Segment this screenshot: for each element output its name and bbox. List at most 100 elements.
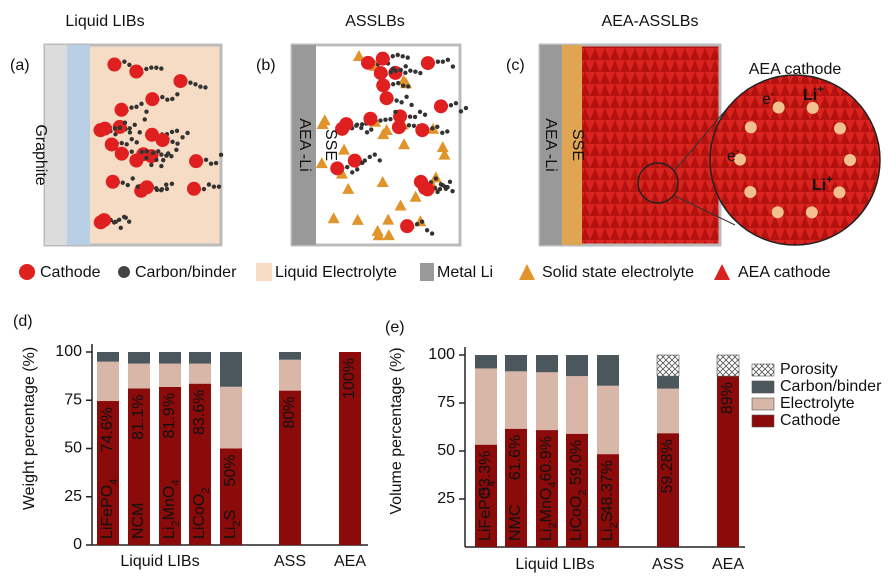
bar-name: LiFePO4	[477, 481, 498, 541]
binder-dot	[458, 109, 464, 114]
bar-segment	[657, 433, 679, 547]
cathode-particle	[433, 99, 448, 114]
legend-swatch	[751, 414, 775, 428]
bar-segment	[566, 355, 588, 377]
binder-dot	[122, 120, 128, 125]
cathode-particle	[361, 55, 376, 70]
value-label: 83.6%	[191, 390, 208, 435]
cathode-particle	[330, 161, 345, 176]
value-label: 59.0%	[568, 440, 585, 485]
binder-dot	[113, 132, 118, 137]
value-label: 59.28%	[659, 439, 676, 493]
bar-segment	[656, 354, 680, 377]
binder-dot	[372, 152, 377, 157]
legend-label: Carbon/binder	[780, 378, 882, 395]
cathode-particle	[145, 92, 160, 107]
binder-dot	[401, 83, 406, 88]
ion-site	[833, 186, 846, 199]
bar-name: Li2MnO4	[161, 479, 182, 539]
bar-name: LiCoO2	[191, 487, 212, 539]
cathode-particle	[114, 146, 129, 161]
sse-particle	[316, 117, 329, 129]
bar-segment	[159, 363, 181, 387]
sse-particle	[351, 213, 364, 225]
panel-a	[43, 43, 223, 247]
bar-segment	[566, 433, 588, 547]
binder-dot	[116, 217, 122, 223]
binder-dot	[359, 125, 364, 131]
binder-dot	[407, 114, 413, 119]
binder-dot	[417, 109, 423, 115]
binder-dot	[142, 117, 147, 122]
binder-dot	[378, 118, 383, 123]
sse-particle	[315, 157, 328, 169]
bar-segment	[189, 383, 211, 545]
binder-dot	[367, 154, 372, 160]
bar-segment	[597, 355, 619, 386]
sse-particle	[376, 176, 389, 188]
binder-dot	[399, 100, 404, 105]
binder-dot	[127, 130, 133, 135]
binder-dot	[174, 147, 179, 153]
binder-dot	[154, 157, 159, 163]
cathode-particle	[189, 154, 204, 169]
value-label: 48.37%	[599, 460, 616, 514]
binder-dot	[159, 152, 164, 157]
binder-dot	[435, 124, 440, 130]
binder-dot	[203, 157, 209, 163]
bar-segment	[220, 386, 242, 449]
binder-dot	[144, 66, 149, 72]
legend-label: Carbon/binder	[135, 264, 237, 281]
binder-dot	[413, 69, 418, 74]
binder-dot	[450, 188, 455, 194]
cathode-particle	[97, 121, 112, 136]
binder-dot	[129, 105, 134, 110]
cathode-particle	[379, 91, 394, 106]
binder-dot	[437, 186, 443, 192]
sse-particle	[436, 141, 449, 153]
legend-swatch	[751, 380, 775, 394]
legend-label: Liquid Electrolyte	[275, 264, 397, 281]
binder-dot	[169, 129, 175, 135]
binder-dot	[369, 127, 374, 132]
cathode-particle	[420, 56, 435, 71]
binder-dot	[398, 67, 403, 73]
binder-dot	[406, 84, 411, 89]
bar-segment	[159, 352, 181, 364]
binder-dot	[111, 220, 117, 225]
bar-segment	[536, 372, 558, 431]
value-label: 100%	[341, 358, 358, 399]
ion-site	[844, 154, 856, 166]
binder-dot	[440, 130, 445, 136]
panel-label: (a)	[10, 57, 30, 74]
sse-particle	[372, 229, 385, 241]
binder-dot	[135, 184, 140, 189]
panel-title: Liquid LIBs	[65, 13, 144, 30]
cathode-particle	[139, 180, 154, 195]
binder-dot	[134, 140, 139, 145]
electron-label: e-	[762, 88, 775, 108]
binder-dot	[391, 82, 396, 87]
bar-segment	[220, 448, 242, 545]
cathode-particle	[391, 120, 406, 135]
anode-label: AEA -Li	[542, 118, 559, 171]
sse-particle	[377, 128, 390, 140]
bar-segment	[717, 376, 739, 547]
binder-dot	[201, 186, 207, 192]
panel-label: (c)	[506, 57, 525, 74]
bar-name: Li2S	[599, 512, 620, 541]
group-label: Liquid LIBs	[120, 553, 199, 570]
cathode-particle	[376, 78, 391, 93]
binder-dot	[127, 126, 132, 131]
binder-dot	[408, 68, 413, 73]
bar-segment	[279, 359, 301, 391]
binder-dot	[435, 189, 440, 195]
binder-dot	[213, 160, 219, 166]
y-tick-label: 25	[64, 488, 82, 505]
binder-dot	[174, 128, 180, 134]
binder-dot	[124, 142, 129, 147]
cathode-particle	[173, 74, 188, 89]
binder-dot	[170, 139, 175, 145]
binder-dot	[419, 219, 425, 224]
